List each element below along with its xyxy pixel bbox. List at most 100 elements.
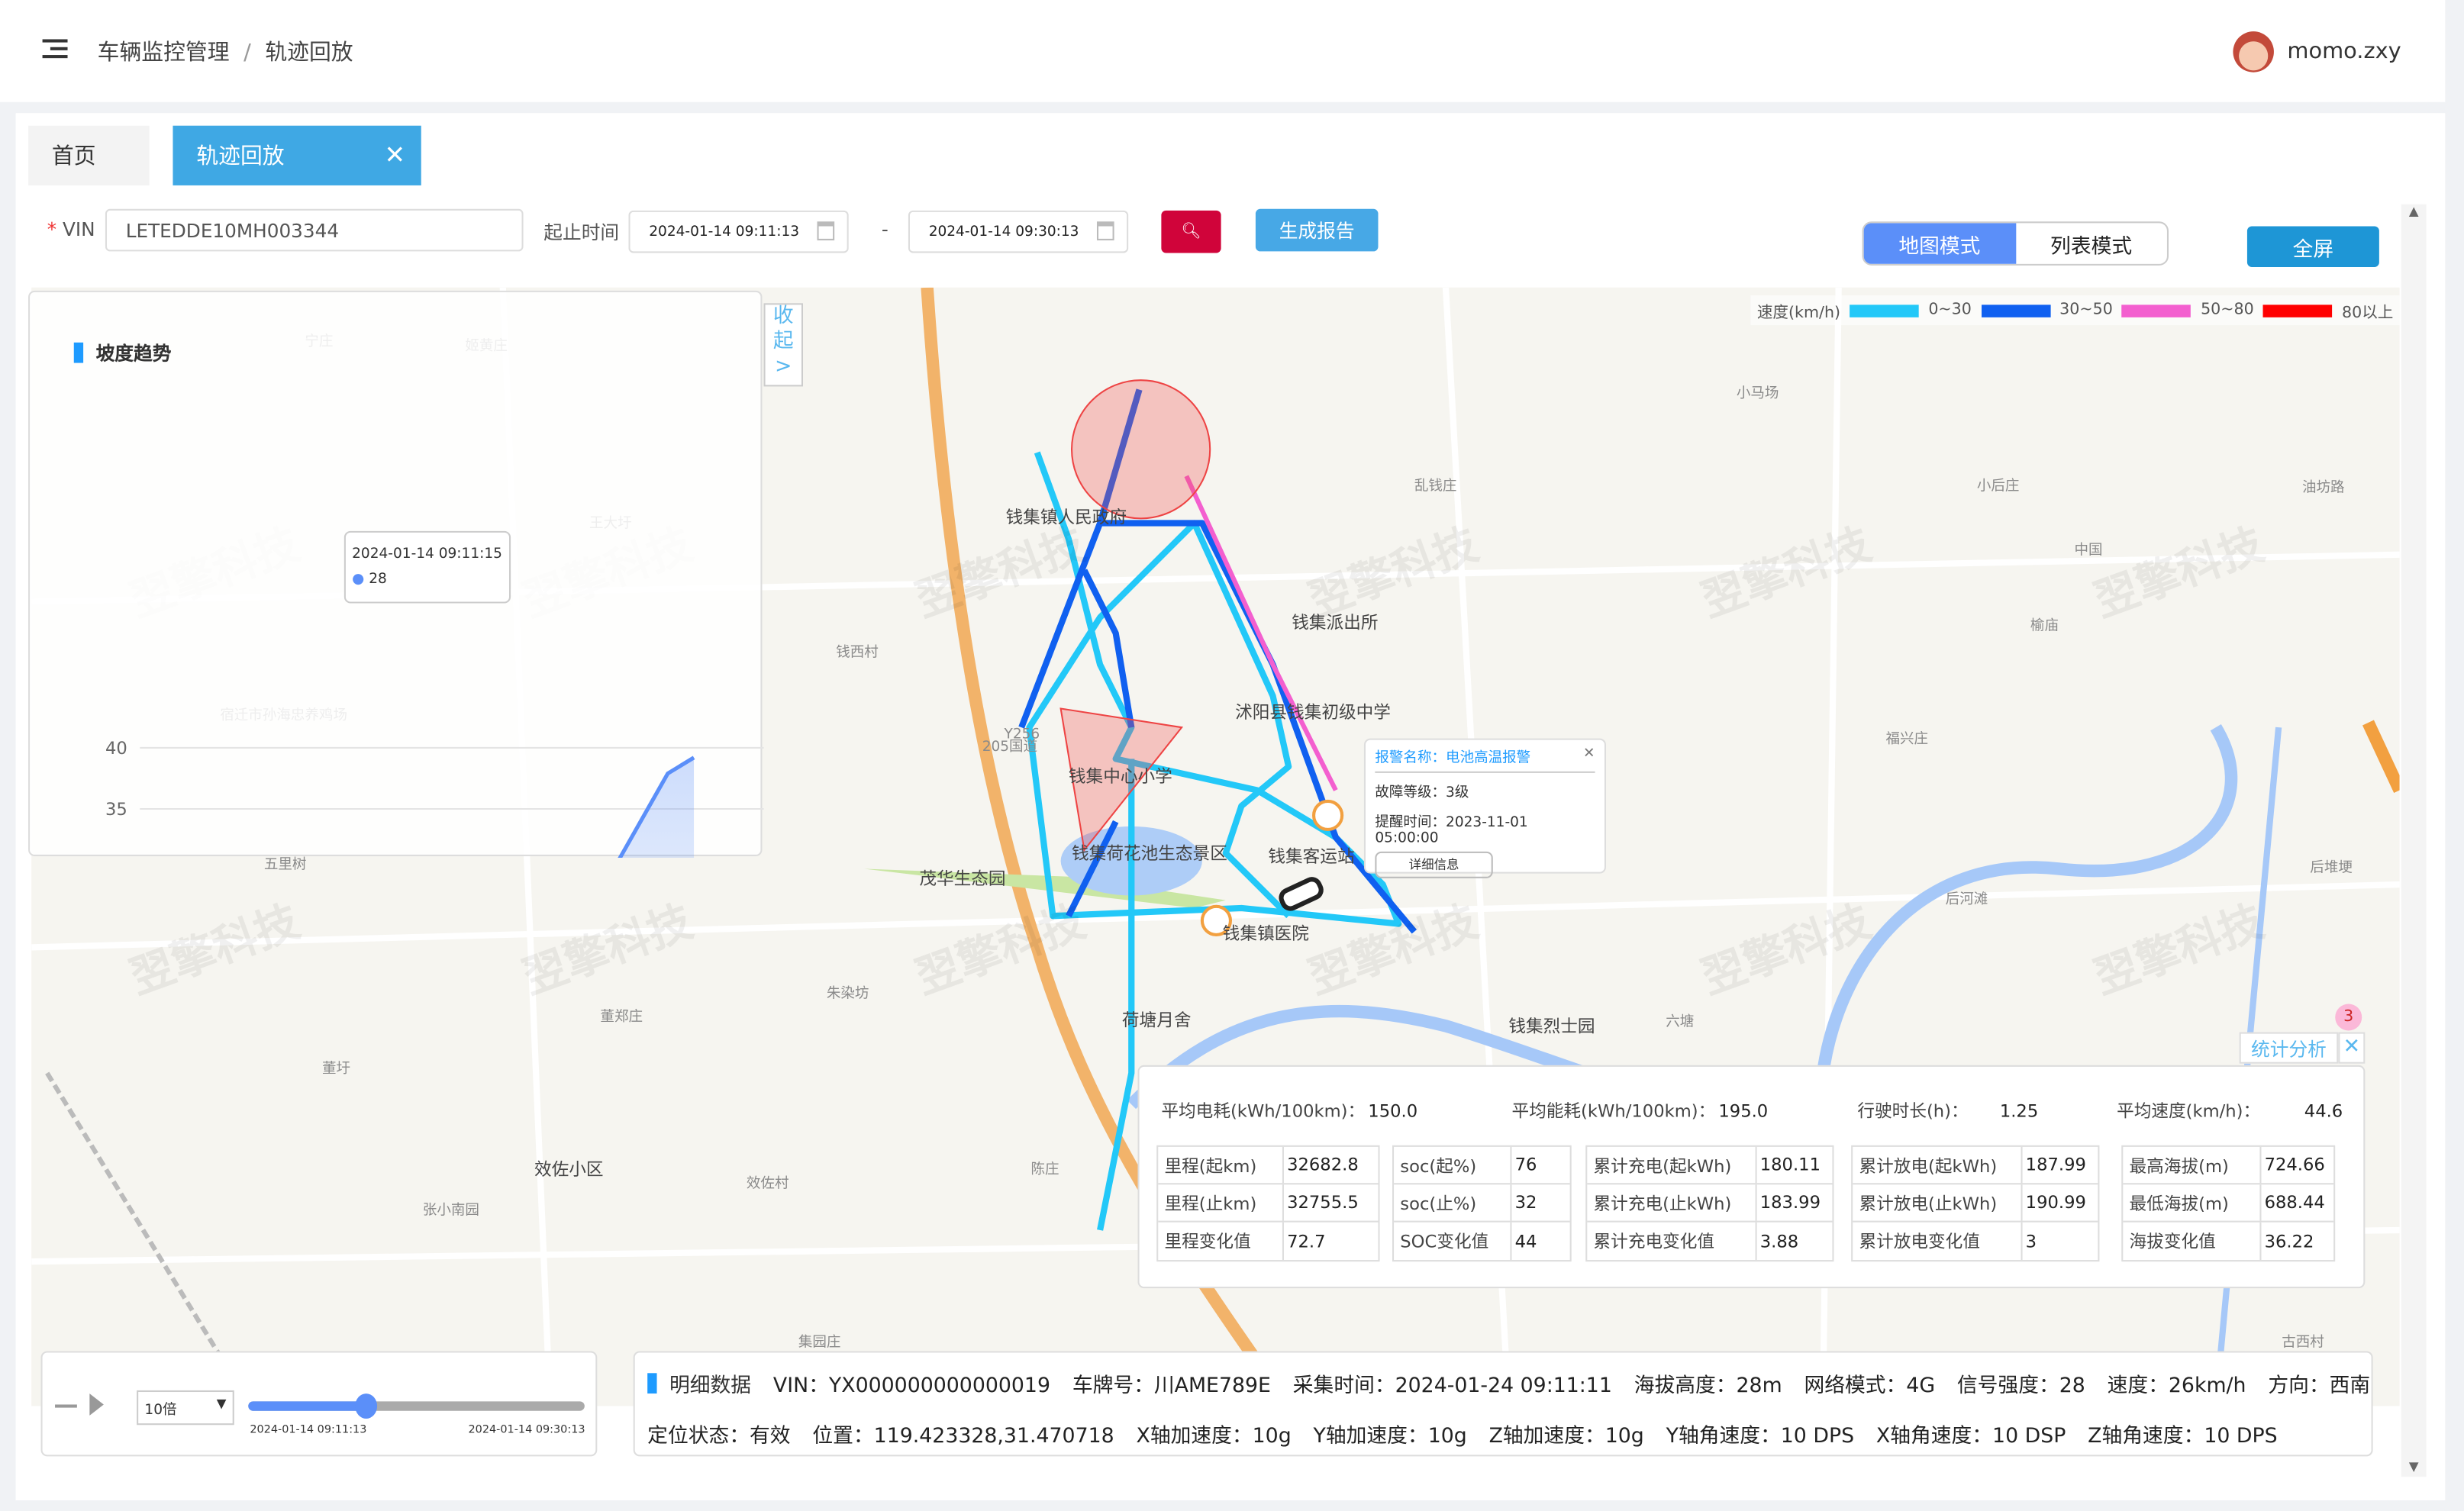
slope-chart: 0202530354009:11:1309:11:1409:11:1509:11… — [105, 739, 764, 859]
detail-field: X轴加速度：10g — [1136, 1425, 1292, 1449]
geofence-triangle — [1059, 707, 1184, 852]
stats-table: 最高海拔(m) 724.66 最低海拔(m) 688.44 海拔变化值 36.22 — [2121, 1145, 2336, 1262]
close-icon[interactable]: ✕ — [1583, 746, 1595, 762]
calendar-icon — [1096, 221, 1114, 240]
stats-value: 32 — [1514, 1192, 1537, 1213]
map-place-label: 油坊路 — [2301, 480, 2345, 497]
stats-value: 36.22 — [2264, 1230, 2314, 1252]
stats-value: 190.99 — [2025, 1192, 2086, 1213]
stats-row: 累计放电(止kWh) 190.99 — [1853, 1184, 2098, 1223]
detail-field: VIN：YX000000000000019 — [772, 1374, 1051, 1399]
detail-field: 信号强度：28 — [1956, 1374, 2085, 1399]
top-header: 车辆监控管理 / 轨迹回放 momo.zxy — [0, 0, 2446, 102]
detail-data-panel: 明细数据 VIN：YX000000000000019 车牌号：川AME789E 采集时… — [633, 1351, 2373, 1457]
detail-field: 车牌号：川AME789E — [1072, 1374, 1271, 1399]
railway — [45, 1071, 222, 1358]
map-place-label: 陈庄 — [1030, 1162, 1059, 1179]
close-icon[interactable]: ✕ — [2338, 1032, 2366, 1064]
play-icon[interactable] — [89, 1393, 104, 1416]
stats-analysis-tab[interactable]: 统计分析 — [2239, 1032, 2339, 1064]
geofence-circle — [1071, 379, 1211, 520]
map-place-label: 荷塘月舍 — [1121, 1010, 1192, 1031]
start-time-label: 2024-01-14 09:11:13 — [250, 1423, 367, 1436]
map-place-label: 小马场 — [1736, 386, 1779, 403]
vin-input[interactable]: LETEDDE10MH003344 — [105, 208, 524, 252]
collapse-panel-button[interactable]: 收起> — [763, 303, 803, 387]
breadcrumb-item[interactable]: 车辆监控管理 — [97, 40, 230, 66]
stats-key: 里程变化值 — [1158, 1222, 1284, 1261]
map-place-label: 茂华生态园 — [919, 868, 1006, 890]
stats-key: 里程(起km) — [1158, 1146, 1284, 1184]
stats-key: soc(起%) — [1394, 1146, 1512, 1184]
stats-row: SOC变化值 44 — [1394, 1222, 1570, 1261]
progress-slider[interactable] — [248, 1393, 585, 1419]
menu-fold-icon[interactable] — [42, 39, 68, 61]
scrollbar[interactable]: ▲ ▼ — [2401, 204, 2427, 1477]
chevron-down-icon: ▼ — [216, 1397, 227, 1411]
slope-trend-panel: 坡度趋势 0202530354009:11:1309:11:1409:11:15… — [28, 290, 764, 859]
tab-track-playback[interactable]: 轨迹回放 ✕ — [173, 125, 421, 185]
slider-handle[interactable] — [355, 1393, 377, 1419]
map-place-label: 董郑庄 — [600, 1010, 643, 1026]
data-point — [692, 756, 695, 759]
legend-swatch — [2122, 304, 2191, 317]
fullscreen-button[interactable]: 全屏 — [2246, 226, 2379, 267]
time-label: 起止时间 — [543, 221, 620, 244]
stats-row: 累计放电(起kWh) 187.99 — [1853, 1146, 2098, 1185]
map-place-label: 董圩 — [322, 1062, 351, 1078]
legend-swatch — [1981, 304, 2050, 317]
stats-key: 累计充电(起kWh) — [1587, 1146, 1757, 1184]
map-place-label: 钱集镇人民政府 — [1005, 507, 1127, 528]
stats-value: 3.88 — [1759, 1230, 1799, 1252]
speed-legend: 速度(km/h) 0~30 30~50 50~80 80以上 — [1750, 295, 2400, 326]
y-tick-label: 35 — [105, 800, 127, 820]
stats-key: 最高海拔(m) — [2123, 1146, 2262, 1184]
stats-table: 里程(起km) 32682.8 里程(止km) 32755.5 里程变化值 72.7 — [1156, 1145, 1380, 1262]
stats-table: soc(起%) 76 soc(止%) 32 SOC变化值 44 — [1392, 1145, 1572, 1262]
detail-field: X轴角速度：10 DSP — [1875, 1425, 2066, 1449]
view-mode-toggle: 地图模式 列表模式 — [1862, 221, 2169, 266]
stats-key: 最低海拔(m) — [2123, 1184, 2262, 1221]
generate-report-button[interactable]: 生成报告 — [1255, 208, 1379, 252]
range-separator: - — [881, 218, 889, 240]
map-place-label: 榆庙 — [2030, 619, 2059, 635]
map-place-label: 古西村 — [2282, 1335, 2324, 1352]
stats-row: 最低海拔(m) 688.44 — [2123, 1184, 2334, 1223]
legend-item: 30~50 — [2059, 301, 2113, 319]
detail-info-button[interactable]: 详细信息 — [1375, 851, 1493, 878]
stats-table: 累计充电(起kWh) 180.11 累计充电(止kWh) 183.99 累计充电变化值 3… — [1585, 1145, 1834, 1262]
calendar-icon — [817, 221, 835, 240]
end-time-input[interactable]: 2024-01-14 09:30:13 — [908, 210, 1129, 253]
map-place-label: 钱集中心小学 — [1068, 766, 1172, 788]
search-button[interactable]: 🔍︎ — [1161, 210, 1221, 253]
stats-key: 海拔变化值 — [2123, 1222, 2262, 1261]
map-place-label: 朱染坊 — [826, 986, 869, 1003]
start-time-input[interactable]: 2024-01-14 09:11:13 — [628, 210, 849, 253]
stop-icon — [55, 1404, 77, 1408]
close-icon[interactable]: ✕ — [384, 140, 406, 170]
stats-row: 里程(起km) 32682.8 — [1158, 1146, 1379, 1185]
legend-item: 0~30 — [1928, 301, 1972, 319]
stats-value: 724.66 — [2264, 1155, 2325, 1175]
map-place-label: 钱集烈士园 — [1508, 1016, 1595, 1037]
stats-row: 累计放电变化值 3 — [1853, 1222, 2098, 1261]
tab-home[interactable]: 首页 — [28, 125, 150, 185]
map-place-label: 六塘 — [1666, 1014, 1695, 1031]
speed-select[interactable]: 10倍 ▼ — [137, 1390, 234, 1426]
username: momo.zxy — [2287, 39, 2401, 65]
detail-field: Z轴加速度：10g — [1488, 1425, 1644, 1449]
user-menu[interactable]: momo.zxy — [2233, 31, 2401, 72]
list-mode-button[interactable]: 列表模式 — [2050, 234, 2133, 259]
breadcrumb: 车辆监控管理 / 轨迹回放 — [97, 40, 353, 66]
map-place-label: 乱钱庄 — [1414, 478, 1457, 495]
park-area — [864, 868, 1226, 908]
stats-summary-item: 平均能耗(kWh/100km)： 195.0 — [1511, 1101, 1769, 1122]
alarm-marker-icon — [1312, 799, 1344, 832]
stats-value: 32755.5 — [1287, 1192, 1359, 1213]
map-mode-button[interactable]: 地图模式 — [1863, 223, 2016, 264]
stats-row: soc(止%) 32 — [1394, 1184, 1570, 1223]
map-place-label: 张小南园 — [422, 1203, 479, 1219]
legend-swatch — [2263, 304, 2333, 317]
series-line — [618, 756, 695, 859]
stats-row: 累计充电(止kWh) 183.99 — [1587, 1184, 1833, 1223]
